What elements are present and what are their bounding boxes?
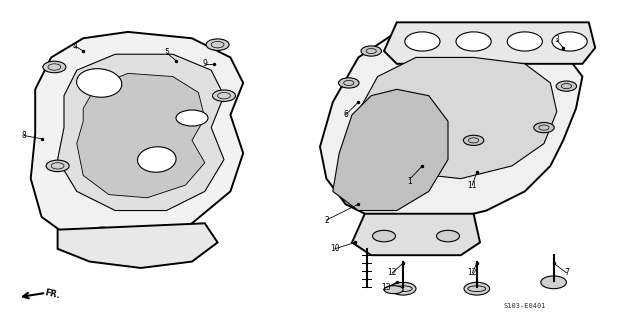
Circle shape — [212, 90, 236, 101]
Ellipse shape — [456, 32, 492, 51]
Polygon shape — [58, 54, 224, 211]
Circle shape — [339, 78, 359, 88]
Circle shape — [390, 282, 416, 295]
Circle shape — [463, 135, 484, 145]
Polygon shape — [358, 57, 557, 179]
Circle shape — [541, 276, 566, 289]
Text: 2: 2 — [324, 216, 329, 225]
Polygon shape — [77, 73, 205, 198]
Ellipse shape — [138, 147, 176, 172]
Polygon shape — [352, 214, 480, 255]
Text: 4: 4 — [73, 42, 78, 51]
Circle shape — [372, 230, 396, 242]
Text: 9: 9 — [202, 59, 207, 68]
Polygon shape — [58, 223, 218, 268]
Circle shape — [43, 61, 66, 73]
Polygon shape — [384, 22, 595, 64]
Text: 1: 1 — [407, 177, 412, 186]
Ellipse shape — [552, 32, 588, 51]
Ellipse shape — [507, 32, 543, 51]
Polygon shape — [320, 26, 582, 223]
Circle shape — [206, 39, 229, 50]
Circle shape — [361, 46, 381, 56]
Circle shape — [176, 110, 208, 126]
Circle shape — [436, 230, 460, 242]
Circle shape — [556, 81, 577, 91]
Ellipse shape — [405, 32, 440, 51]
Text: 10: 10 — [330, 244, 340, 253]
Text: FR.: FR. — [44, 288, 61, 300]
Text: 12: 12 — [388, 268, 397, 277]
Circle shape — [464, 282, 490, 295]
Circle shape — [91, 227, 114, 239]
Circle shape — [534, 122, 554, 133]
Text: 6: 6 — [343, 110, 348, 119]
Circle shape — [46, 160, 69, 172]
Ellipse shape — [77, 69, 122, 97]
Text: 7: 7 — [564, 268, 569, 277]
Text: 11: 11 — [468, 181, 477, 189]
Text: S103-E0401: S103-E0401 — [504, 303, 546, 309]
Text: 13: 13 — [381, 283, 391, 292]
Ellipse shape — [384, 286, 403, 293]
Text: 3: 3 — [554, 35, 559, 44]
Polygon shape — [31, 32, 243, 249]
Text: 8: 8 — [22, 131, 27, 140]
Text: 12: 12 — [468, 268, 477, 277]
Polygon shape — [333, 89, 448, 211]
Text: 5: 5 — [164, 48, 169, 57]
